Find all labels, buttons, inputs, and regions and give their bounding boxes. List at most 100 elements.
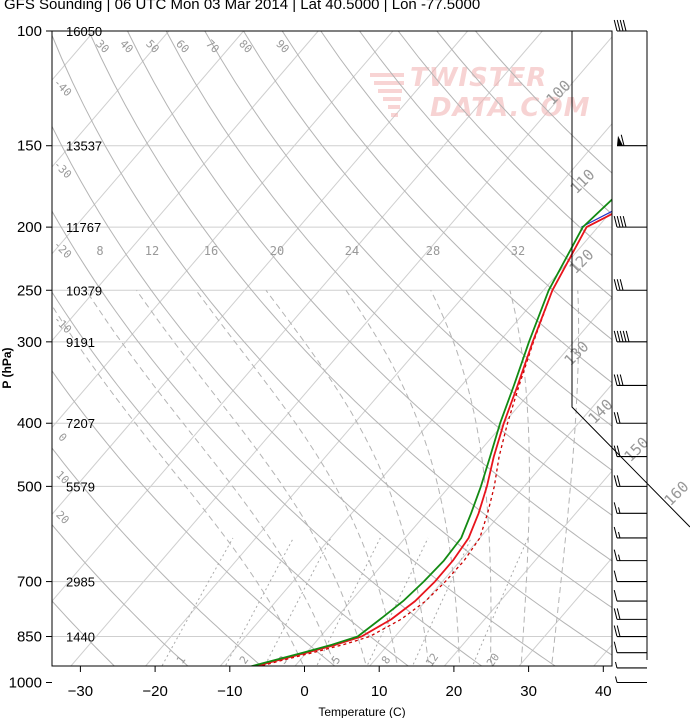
isotherm-line <box>369 383 612 666</box>
wind-barb <box>613 19 647 32</box>
wind-barb <box>613 374 647 387</box>
dry-adiabat <box>88 31 612 609</box>
mixing-ratio-line <box>411 537 472 666</box>
dry-adiabat <box>52 600 116 666</box>
barb-feather <box>616 215 621 228</box>
dry-adiabat-label: 0 <box>56 431 70 445</box>
wind-barb <box>613 475 647 487</box>
dewpoint-line <box>248 198 612 666</box>
dry-adiabat-label: -30 <box>51 158 74 181</box>
wind-barb <box>613 526 647 539</box>
barb-feather <box>613 215 618 228</box>
barb-feather <box>616 19 621 32</box>
wind-barb <box>617 134 647 147</box>
height-label: 10379 <box>66 283 102 298</box>
wind-barb <box>615 661 647 669</box>
moist-adiabat <box>430 290 492 666</box>
moist-adiabat-label: 32 <box>511 244 525 258</box>
isotherm-line <box>219 209 612 666</box>
watermark-text: TWISTER <box>410 63 547 93</box>
barb-feather <box>613 412 618 424</box>
barb-feather <box>616 279 621 291</box>
dry-adiabat-label: 90 <box>273 37 292 56</box>
barb-feather <box>613 589 618 602</box>
wind-panel-border <box>571 31 690 528</box>
temperature-line <box>252 213 612 666</box>
height-label: 13537 <box>66 139 102 154</box>
barb-feather <box>613 625 618 637</box>
barb-feather <box>616 608 621 620</box>
moist-adiabat-label: 16 <box>204 244 218 258</box>
barb-feather <box>613 608 618 620</box>
moist-adiabat <box>509 290 530 666</box>
x-axis-title: Temperature (C) <box>318 705 405 718</box>
dry-adiabat <box>320 31 612 341</box>
x-tick-label: 40 <box>595 683 612 700</box>
barb-feather <box>613 279 618 291</box>
barb-feather <box>619 330 624 342</box>
barb-feather <box>619 215 624 228</box>
watermark-text: DATA.COM <box>430 93 590 123</box>
barb-feather <box>613 330 618 342</box>
isotherm-line <box>52 31 244 255</box>
mixing-ratio-line <box>471 537 529 666</box>
x-tick-label: −30 <box>68 683 93 700</box>
isotherm-line <box>145 122 612 666</box>
dry-adiabat <box>397 31 612 257</box>
barb-feather <box>622 330 627 342</box>
moist-adiabat-label: 24 <box>345 244 359 258</box>
chart-title: GFS Sounding | 06 UTC Mon 03 Mar 2014 | … <box>4 0 481 13</box>
barb-flag <box>617 135 623 146</box>
moist-adiabat-label: 12 <box>145 244 159 258</box>
barb-feather <box>622 215 627 228</box>
y-tick-label: 250 <box>17 282 42 299</box>
wind-barb <box>613 445 647 458</box>
dry-adiabat-label: 50 <box>143 37 162 56</box>
barb-feather <box>616 475 621 487</box>
dry-adiabat-label: 40 <box>117 37 136 56</box>
wind-barb <box>613 625 647 638</box>
dry-adiabat-label: 160 <box>661 478 690 510</box>
mixing-ratio-line <box>264 537 332 666</box>
moist-adiabat <box>345 290 461 666</box>
barb-feather <box>615 661 618 669</box>
x-tick-label: 30 <box>520 683 537 700</box>
y-tick-label: 400 <box>17 415 42 432</box>
isotherm-line <box>52 31 469 516</box>
barb-feather <box>613 475 618 487</box>
mixing-ratio-line <box>224 537 294 666</box>
wind-barb <box>613 502 647 514</box>
y-tick-label: 850 <box>17 629 42 646</box>
dry-adiabat <box>475 31 612 174</box>
barb-feather <box>613 549 618 561</box>
wind-barb-panel <box>571 19 690 684</box>
moist-adiabat <box>52 304 305 666</box>
isotherm-line <box>52 31 319 342</box>
dry-adiabat <box>436 31 612 215</box>
height-label: 9191 <box>66 335 95 350</box>
dry-adiabat-label: 70 <box>203 37 222 56</box>
barb-feather <box>613 19 618 32</box>
height-label: 5579 <box>66 479 95 494</box>
x-tick-label: 10 <box>371 683 388 700</box>
mixing-ratio-label: 8 <box>379 654 393 667</box>
barb-feather <box>618 507 621 514</box>
plot-frame <box>51 30 613 667</box>
barb-feather <box>613 502 618 514</box>
dry-adiabat-label: -20 <box>51 238 74 261</box>
dry-adiabat-label: 60 <box>173 37 192 56</box>
barb-feather <box>619 374 624 386</box>
wind-barb <box>613 279 647 291</box>
height-label: 1440 <box>66 630 95 645</box>
wind-barb <box>613 641 647 654</box>
barb-feather <box>616 374 621 386</box>
wind-barb <box>613 589 647 602</box>
wind-barb <box>615 676 647 684</box>
barb-feather <box>613 526 618 539</box>
mixing-ratio-line <box>316 537 381 666</box>
dry-adiabat <box>165 31 612 516</box>
dry-adiabat-label: -10 <box>51 313 74 336</box>
isotherm-line <box>593 644 612 666</box>
dry-adiabat <box>281 31 612 384</box>
